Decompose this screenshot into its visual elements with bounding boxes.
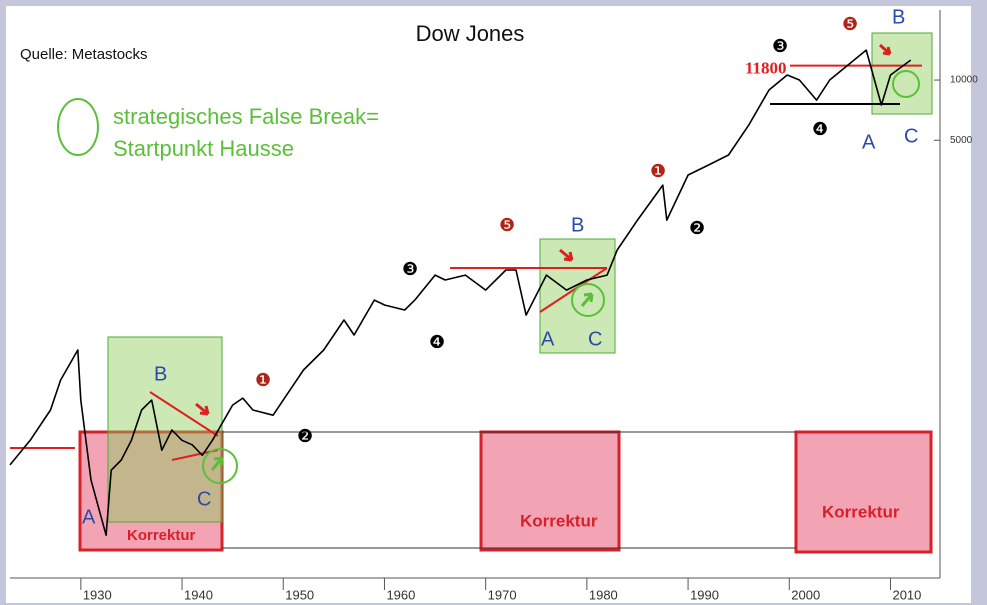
annotation: ❷ (297, 426, 313, 446)
y-tick-label: 5000 (950, 135, 973, 146)
arrow (210, 456, 224, 471)
arrow (878, 43, 892, 56)
x-tick-label: 1930 (83, 587, 112, 602)
consolidation-box (107, 336, 223, 523)
annotation: ❹ (812, 119, 828, 139)
x-tick-label: 1980 (589, 587, 618, 602)
annotation: A (82, 506, 96, 528)
annotation: ❸ (402, 259, 418, 279)
y-tick-label: 10000 (950, 75, 978, 86)
legend-circle (57, 98, 99, 156)
reference-label: 11800 (745, 59, 787, 78)
chart-title: Dow Jones (416, 21, 525, 46)
annotation: Korrektur (127, 527, 196, 544)
false-break-circle (202, 448, 238, 484)
x-tick-label: 2000 (791, 587, 820, 602)
annotation: B (892, 6, 905, 28)
annotation: ❺ (842, 14, 858, 34)
annotation: Startpunkt Hausse (113, 136, 294, 161)
correction-box (794, 430, 933, 554)
annotation: B (571, 214, 584, 236)
false-break-circle (892, 70, 920, 98)
false-break-circle (571, 283, 605, 317)
annotation: C (904, 125, 918, 147)
annotation: Korrektur (822, 502, 900, 521)
x-tick-label: 1940 (184, 587, 213, 602)
trend-line (149, 391, 219, 437)
annotation: A (862, 131, 876, 153)
correction-box (479, 430, 621, 552)
annotation: Quelle: Metastocks (20, 46, 148, 63)
annotation: ❶ (650, 161, 666, 181)
annotation: ❷ (689, 218, 705, 238)
annotation: ❺ (499, 215, 515, 235)
annotation: C (588, 328, 602, 350)
trend-line (539, 267, 608, 313)
annotation: ❸ (772, 36, 788, 56)
arrow (195, 402, 210, 416)
x-tick-label: 1960 (386, 587, 415, 602)
annotation: strategisches False Break= (113, 104, 379, 129)
annotation: C (197, 488, 211, 510)
x-tick-label: 1970 (488, 587, 517, 602)
annotation: A (541, 328, 555, 350)
annotation: B (154, 363, 167, 385)
arrow (580, 292, 594, 307)
price-line (9, 49, 912, 536)
arrow (559, 248, 574, 262)
x-tick-label: 1950 (285, 587, 314, 602)
annotation: ❶ (255, 370, 271, 390)
x-tick-label: 2010 (892, 587, 921, 602)
annotation: ❹ (429, 332, 445, 352)
annotation: Korrektur (520, 511, 598, 530)
x-tick-label: 1990 (690, 587, 719, 602)
